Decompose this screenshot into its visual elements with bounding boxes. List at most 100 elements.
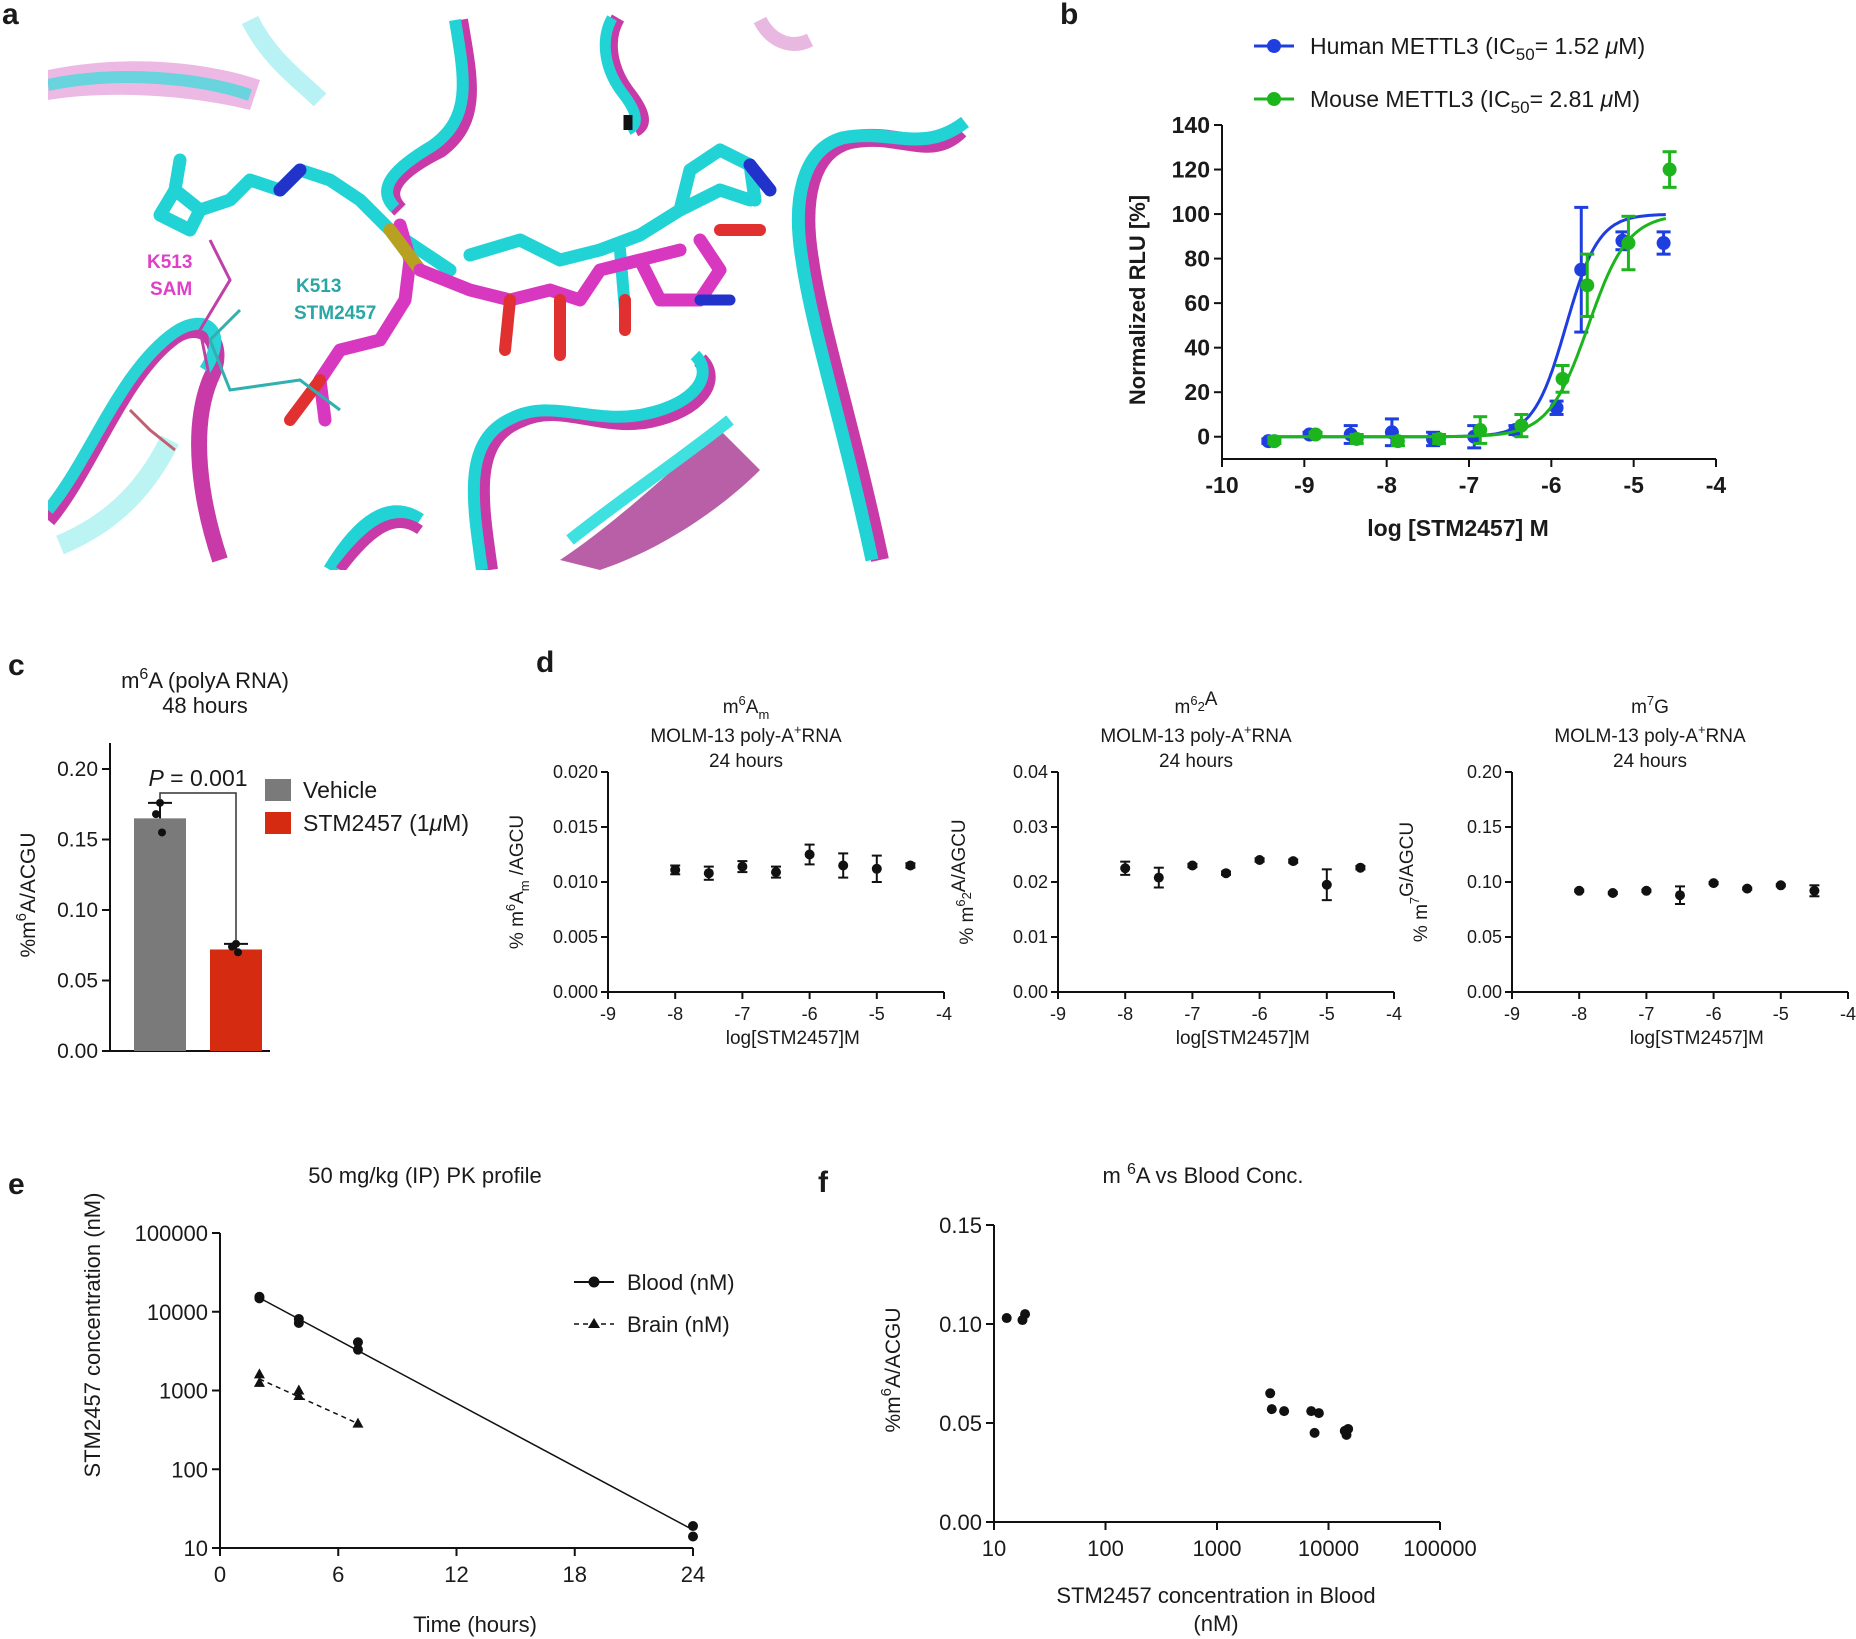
chart-f-ytick-label: 0.10: [939, 1312, 982, 1337]
chart-c-point: [158, 828, 166, 837]
chart-b-xtick-label: -10: [1205, 472, 1238, 498]
chart-e-point-blood: [688, 1531, 698, 1542]
chart-d2-xtick-label: -5: [1319, 1004, 1335, 1024]
structure-label-k513-stm: K513: [296, 276, 341, 297]
chart-e-xtick-label: 12: [444, 1562, 468, 1587]
chart-e-point-blood: [688, 1521, 698, 1532]
chart-d3-title-line3: 24 hours: [1613, 751, 1687, 772]
chart-f-xtick-label: 10: [982, 1536, 1006, 1561]
chart-e-point-blood: [293, 1317, 304, 1328]
chart-e-xtick-label: 24: [681, 1562, 705, 1587]
chart-d1-ytick-label: 0.020: [553, 762, 598, 782]
chart-d3-point: [1641, 885, 1652, 896]
chart-b-xtick-label: -8: [1376, 472, 1397, 498]
chart-d1-title-line3: 24 hours: [709, 751, 783, 772]
chart-f-point: [1266, 1404, 1277, 1415]
chart-d2-point: [1321, 879, 1332, 890]
chart-e-title: 50 mg/kg (IP) PK profile: [308, 1163, 542, 1188]
chart-f-xtick-label: 1000: [1193, 1536, 1242, 1561]
panel-label-d: d: [536, 646, 554, 679]
chart-d1-xtick-label: -9: [600, 1004, 616, 1024]
chart-b-xtick-label: -4: [1706, 472, 1727, 498]
chart-c-bar-stm2457: [210, 949, 262, 1051]
chart-b-point-mouse: [1580, 278, 1595, 293]
structure-image: K513 SAM K513 STM2457: [48, 10, 970, 570]
chart-b-ytick-label: 0: [1197, 424, 1210, 450]
chart-b-point-mouse: [1308, 427, 1323, 442]
chart-b-xlabel: log [STM2457] M: [1367, 515, 1548, 541]
panel-label-f: f: [818, 1166, 829, 1199]
chart-d1-xtick-label: -7: [734, 1004, 750, 1024]
chart-c-title-line1: m6A (polyA RNA): [121, 666, 289, 693]
chart-c-point: [228, 942, 236, 951]
chart-c-legend: Vehicle STM2457 (1μM): [265, 777, 469, 836]
chart-f-ytick-label: 0.00: [939, 1510, 982, 1535]
chart-d2-point: [1120, 863, 1131, 874]
chart-b-xtick-label: -9: [1294, 472, 1314, 498]
chart-f-xtick-label: 100000: [1403, 1536, 1476, 1561]
legend-label-blood: Blood (nM): [627, 1270, 735, 1295]
chart-d2-ytick-label: 0.01: [1013, 927, 1048, 947]
chart-d1-point: [703, 868, 714, 879]
chart-e-xtick-label: 0: [214, 1562, 226, 1587]
chart-e-point-brain: [253, 1368, 265, 1379]
chart-c-point: [234, 948, 242, 957]
chart-b-ylabel: Normalized RLU [%]: [1125, 195, 1150, 405]
chart-d2-title-line1: m62A: [1175, 689, 1218, 718]
chart-f-xlabel-line2: (nM): [1193, 1611, 1238, 1636]
chart-f-scatter: m 6A vs Blood Conc. %m6A/ACGU STM2457 co…: [878, 1161, 1477, 1636]
chart-c-bar: m6A (polyA RNA) 48 hours %m6A/ACGU Vehic…: [13, 666, 469, 1063]
chart-d2-xtick-label: -6: [1252, 1004, 1268, 1024]
panel-label-c: c: [8, 649, 25, 682]
chart-d1-point: [737, 861, 748, 872]
chart-b-point-mouse: [1349, 431, 1364, 446]
chart-b-fit-curve-human: [1267, 213, 1666, 439]
chart-d2-m62a: m62A MOLM-13 poly-A+RNA 24 hours 0.00 0.01 0.…: [949, 689, 1402, 1049]
chart-d3-ylabel: % m7G/AGCU: [1397, 822, 1432, 942]
legend-marker-blood: [588, 1276, 600, 1288]
chart-b-ytick-label: 100: [1172, 201, 1210, 227]
chart-d3-xlabel: log[STM2457]M: [1630, 1028, 1764, 1049]
chart-b-ytick-label: 20: [1184, 379, 1210, 405]
legend-label-brain: Brain (nM): [627, 1312, 730, 1337]
chart-d3-point: [1742, 883, 1753, 894]
chart-e-ytick-label: 10000: [147, 1300, 208, 1325]
chart-d2-point: [1221, 868, 1231, 879]
chart-f-point: [1306, 1406, 1317, 1417]
chart-b-dose-response: Human METTL3 (IC50= 1.52 μM) Mouse METTL…: [1125, 33, 1726, 541]
chart-e-pk-profile: 50 mg/kg (IP) PK profile STM2457 concent…: [80, 1163, 735, 1637]
chart-d2-xtick-label: -9: [1050, 1004, 1066, 1024]
chart-f-ytick-label: 0.15: [939, 1213, 982, 1238]
chart-d1-xtick-label: -6: [802, 1004, 818, 1024]
panel-label-b: b: [1060, 0, 1078, 31]
chart-d2-ytick-label: 0.03: [1013, 817, 1048, 837]
chart-f-xtick-label: 10000: [1298, 1536, 1359, 1561]
chart-e-xtick-label: 6: [332, 1562, 344, 1587]
chart-e-point-blood: [352, 1337, 363, 1348]
chart-d3-ytick-label: 0.10: [1467, 872, 1502, 892]
chart-b-point-human: [1656, 236, 1671, 251]
chart-b-fit-curve-mouse: [1267, 217, 1667, 439]
chart-d3-point: [1675, 890, 1685, 901]
chart-b-point-mouse: [1390, 434, 1405, 449]
chart-c-point: [152, 810, 160, 819]
chart-f-title: m 6A vs Blood Conc.: [1103, 1161, 1304, 1188]
chart-d2-point: [1355, 862, 1366, 873]
chart-d2-ytick-label: 0.04: [1013, 762, 1048, 782]
chart-e-point-blood: [254, 1293, 265, 1304]
chart-d3-title-line2: MOLM-13 poly-A+RNA: [1554, 722, 1746, 747]
legend-marker-brain: [588, 1318, 600, 1328]
chart-f-point: [1279, 1406, 1290, 1417]
chart-d2-ylabel: % m62A/AGCU: [949, 819, 978, 944]
chart-d1-point: [804, 849, 815, 860]
structure-label-stm2457: STM2457: [294, 303, 376, 324]
chart-e-ytick-label: 100000: [135, 1221, 208, 1246]
chart-b-ytick-label: 120: [1172, 157, 1210, 183]
chart-c-ytick-label: 0.15: [57, 829, 98, 852]
panel-label-a: a: [2, 0, 19, 31]
chart-d2-title-line2: MOLM-13 poly-A+RNA: [1100, 722, 1292, 747]
chart-b-point-mouse: [1621, 236, 1636, 251]
chart-d3-point: [1775, 880, 1786, 891]
